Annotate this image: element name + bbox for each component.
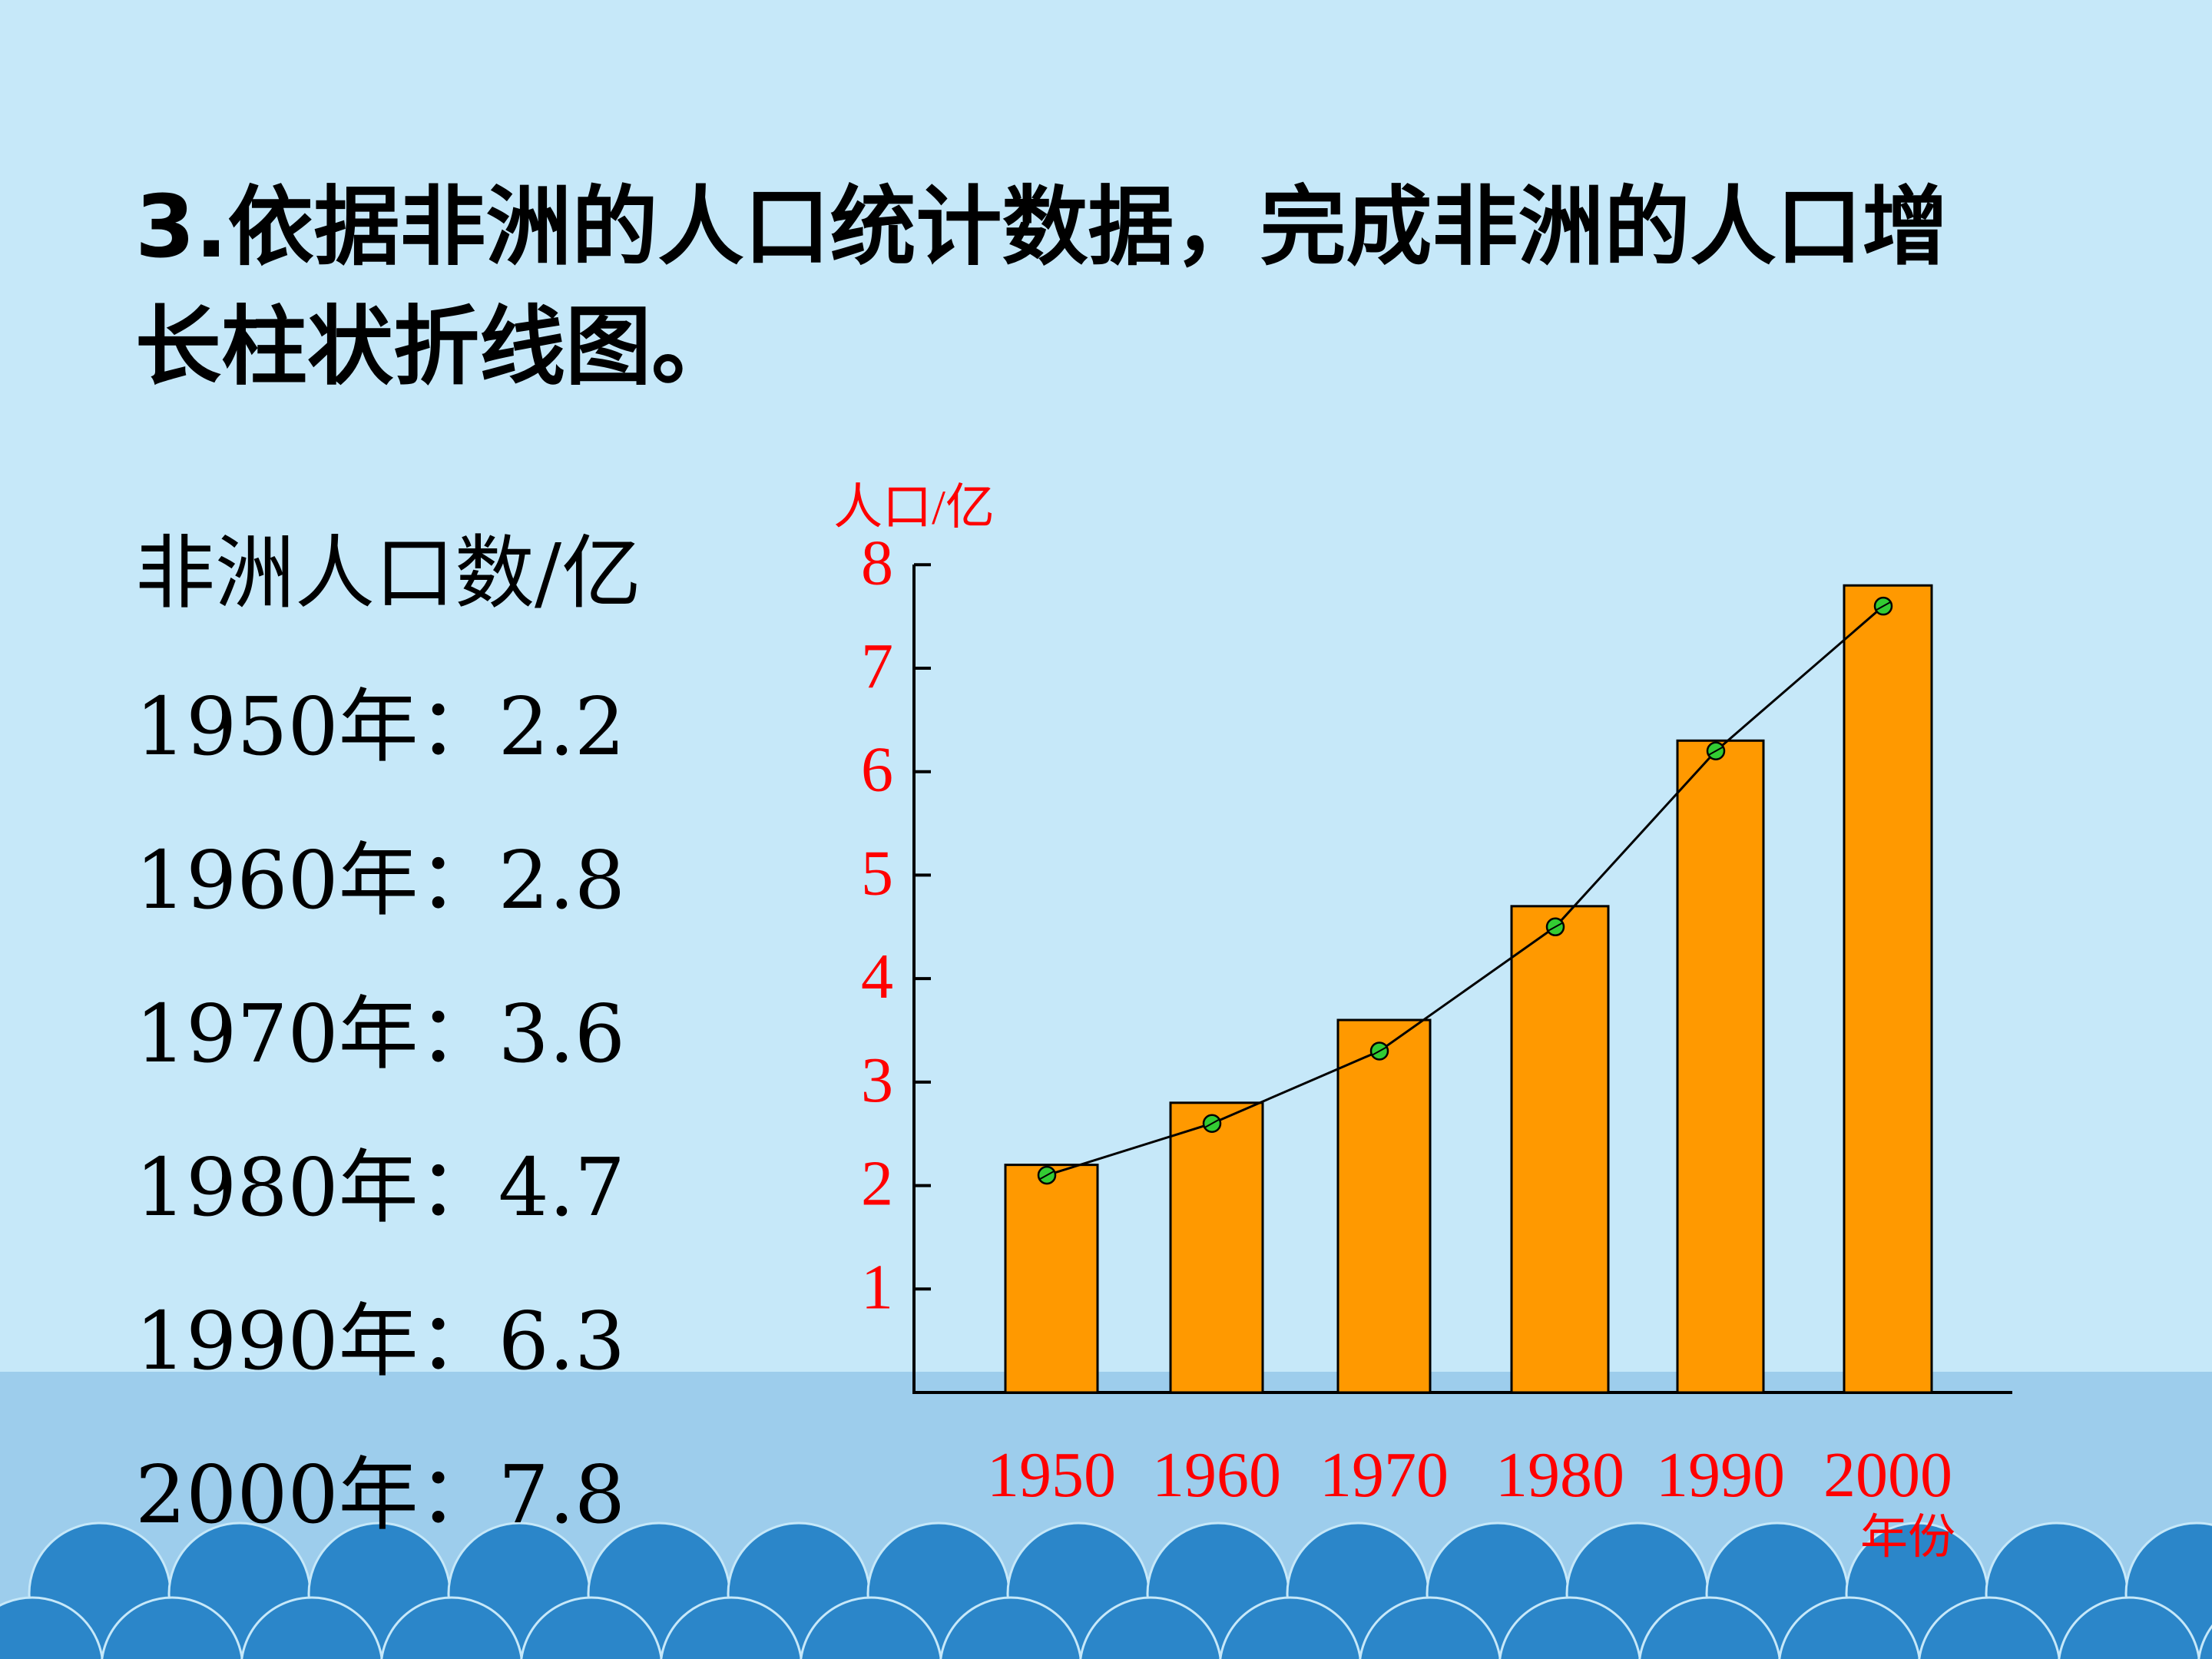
y-tick-label: 5	[861, 837, 893, 909]
y-tick-label: 6	[861, 734, 893, 806]
x-tick-label: 1970	[1320, 1439, 1449, 1511]
page-title: 3.依据非洲的人口统计数据，完成非洲的人口增长柱状折线图。	[135, 177, 1949, 397]
x-tick-label: 1990	[1656, 1439, 1785, 1511]
bar	[1843, 584, 1933, 1394]
x-tick-label: 1960	[1152, 1439, 1281, 1511]
list-item: 1980年：4.7	[135, 1141, 626, 1234]
list-item: 1970年：3.6	[135, 987, 626, 1081]
y-tick-label: 3	[861, 1045, 893, 1116]
y-tick-label: 7	[861, 631, 893, 702]
y-tick-label: 2	[861, 1148, 893, 1220]
bar	[1004, 1164, 1099, 1394]
list-header: 非洲人口数/亿	[135, 526, 642, 620]
x-tick-label: 2000	[1823, 1439, 1952, 1511]
y-tick-label: 4	[861, 941, 893, 1012]
x-tick-label: 1980	[1495, 1439, 1624, 1511]
list-item: 1960年：2.8	[135, 833, 626, 927]
bar	[1169, 1101, 1264, 1394]
list-item: 2000年：7.8	[135, 1448, 626, 1541]
bar	[1510, 905, 1610, 1394]
y-axis-label: 人口/亿	[833, 480, 995, 535]
x-tick-label: 1950	[987, 1439, 1116, 1511]
bar	[1676, 739, 1765, 1394]
bar	[1336, 1018, 1432, 1394]
x-axis-label: 年份	[1860, 1512, 1955, 1564]
y-tick-label: 1	[861, 1251, 893, 1323]
trend-line	[1046, 605, 1884, 1177]
list-item: 1950年：2.2	[135, 680, 626, 773]
list-item: 1990年：6.3	[135, 1294, 626, 1388]
y-tick-label: 8	[861, 527, 893, 598]
